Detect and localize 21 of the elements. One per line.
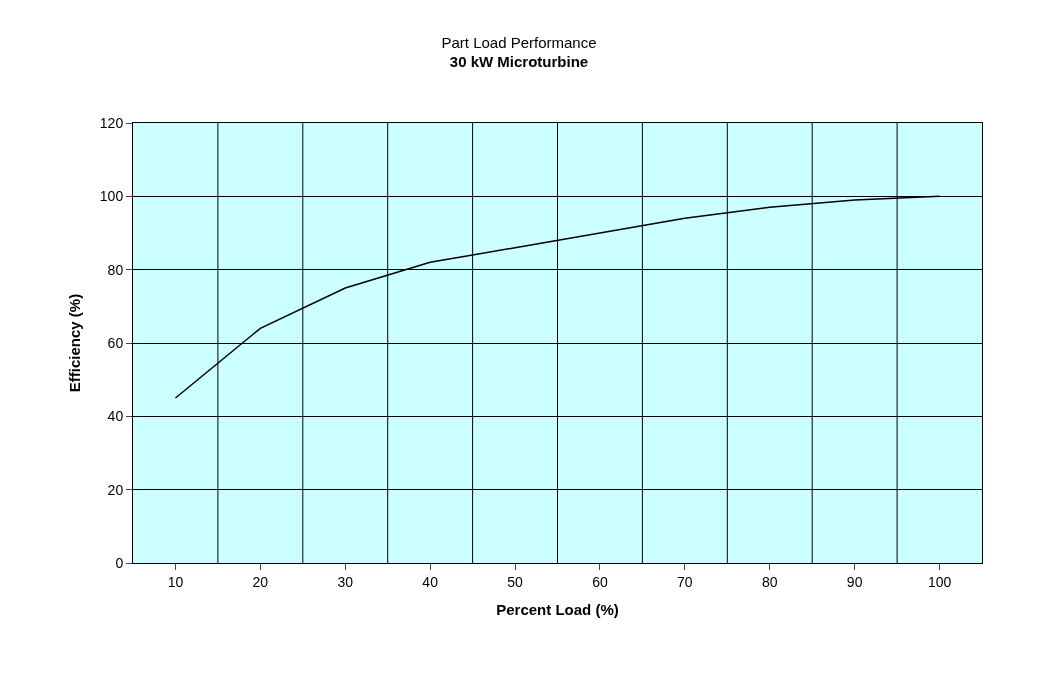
x-tick-label: 60 xyxy=(592,573,608,590)
chart-subtitle: 30 kW Microturbine xyxy=(449,53,589,71)
y-tick-label: 100 xyxy=(99,188,124,205)
y-tick-label: 0 xyxy=(115,554,124,571)
y-tick-label: 120 xyxy=(99,114,124,131)
x-tick-label: 70 xyxy=(677,573,693,590)
x-tick-label: 10 xyxy=(167,573,184,590)
x-tick-label: 20 xyxy=(252,573,269,590)
chart-title: Part Load Performance xyxy=(441,33,597,51)
x-tick-label: 40 xyxy=(422,573,439,590)
y-tick-label: 40 xyxy=(107,408,124,425)
x-axis-title: Percent Load (%) xyxy=(496,600,619,618)
y-axis-title: Efficiency (%) xyxy=(66,293,84,393)
y-tick-label: 80 xyxy=(107,261,124,278)
x-tick-label: 80 xyxy=(761,573,778,590)
x-tick-label: 100 xyxy=(927,573,952,590)
x-tick-label: 90 xyxy=(846,573,863,590)
y-tick-label: 60 xyxy=(107,334,124,351)
y-tick-label: 20 xyxy=(107,481,124,498)
x-tick-label: 50 xyxy=(507,573,524,590)
x-tick-label: 30 xyxy=(337,573,354,590)
